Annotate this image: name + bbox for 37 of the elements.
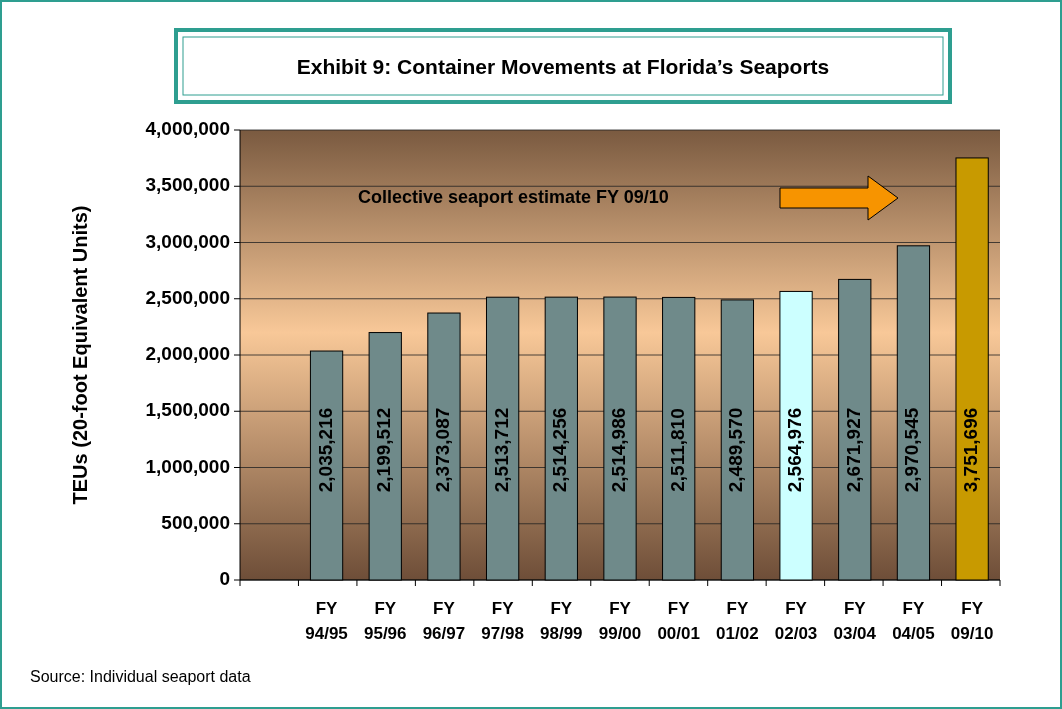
y-tick-label: 500,000	[161, 511, 230, 533]
y-tick-label: 2,000,000	[145, 343, 230, 365]
y-tick-label: 1,500,000	[145, 399, 230, 421]
y-tick-label: 0	[219, 568, 230, 590]
data-label: 2,373,087	[431, 407, 453, 493]
x-tick-label: FY 98/99	[540, 599, 583, 643]
data-label: 2,671,927	[842, 407, 864, 493]
x-tick-label: FY 94/95	[305, 599, 348, 643]
y-tick-label: 3,000,000	[145, 230, 230, 252]
x-tick-label: FY 00/01	[657, 599, 700, 643]
chart-title: Exhibit 9: Container Movements at Florida’s Seaports	[296, 54, 830, 78]
y-axis-title: TEUs (20-foot Equivalent Units)	[69, 205, 92, 505]
y-tick-label: 1,000,000	[145, 455, 230, 477]
x-tick-label: FY 03/04	[833, 599, 877, 643]
y-tick-label: 4,000,000	[145, 118, 230, 140]
data-label: 2,514,256	[549, 407, 571, 493]
data-label: 2,199,512	[373, 407, 395, 493]
x-tick-label: FY 02/03	[774, 599, 818, 643]
x-tick-label: FY 95/96	[363, 599, 407, 643]
data-label: 2,564,976	[784, 407, 806, 493]
data-label: 2,035,216	[314, 407, 336, 493]
x-tick-label: FY 01/02	[716, 599, 759, 643]
data-label: 2,489,570	[725, 407, 747, 493]
y-tick-label: 2,500,000	[145, 286, 230, 308]
x-tick-label: FY 96/97	[422, 599, 466, 643]
x-tick-label: FY 09/10	[950, 599, 994, 643]
x-tick-label: FY 04/05	[892, 599, 935, 643]
data-label: 2,511,810	[666, 408, 688, 492]
data-label: 2,514,986	[608, 407, 630, 493]
x-tick-label: FY 97/98	[481, 599, 524, 643]
y-tick-label: 3,500,000	[145, 174, 230, 196]
data-label: 3,751,696	[960, 407, 982, 493]
annotation: Collective seaport estimate FY 09/10	[358, 186, 669, 207]
data-label: 2,970,545	[901, 407, 923, 493]
source-note: Source: Individual seaport data	[30, 668, 251, 686]
x-tick-label: FY 99/00	[598, 599, 642, 643]
data-label: 2,513,712	[490, 407, 512, 493]
